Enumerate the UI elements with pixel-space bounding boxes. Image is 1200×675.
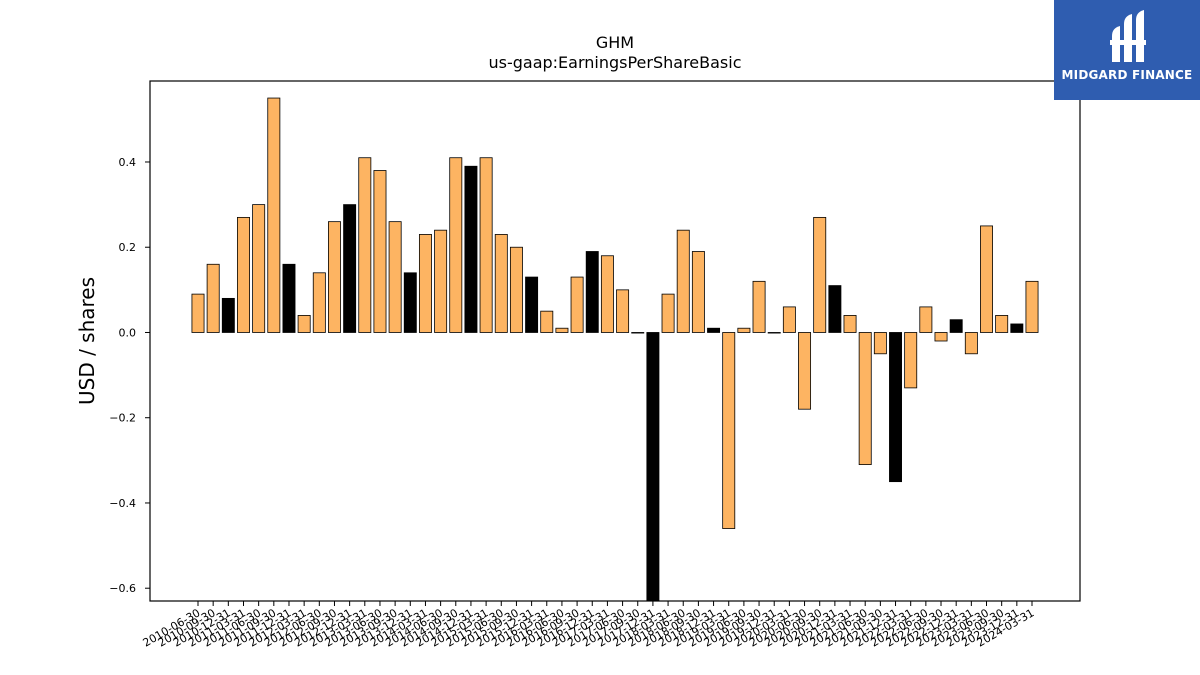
bar-2010-09-30 xyxy=(206,263,220,333)
bar-2019-12-31 xyxy=(767,332,781,334)
bar-2012-06-30 xyxy=(312,272,326,333)
bar-2018-12-31 xyxy=(707,327,721,333)
bar-2022-06-30 xyxy=(919,306,933,333)
bar-2018-06-30 xyxy=(676,229,690,333)
bar-2019-06-30 xyxy=(737,327,751,333)
bar-2010-06-30 xyxy=(191,293,205,333)
bar-2018-09-30 xyxy=(691,251,705,333)
bar-2012-12-31 xyxy=(343,204,357,333)
y-axis-label: USD / shares xyxy=(75,277,99,405)
y-tick-label: −0.4 xyxy=(109,497,136,510)
chart-subtitle: us-gaap:EarningsPerShareBasic xyxy=(488,53,741,72)
bar-2020-06-30 xyxy=(798,332,812,410)
bar-2017-12-31 xyxy=(646,332,660,602)
bar-2016-03-31 xyxy=(540,310,554,333)
bar-2013-09-30 xyxy=(388,221,402,333)
bar-2016-09-30 xyxy=(570,276,584,333)
bar-2023-12-31 xyxy=(1010,323,1024,333)
bar-2021-09-30 xyxy=(873,332,887,355)
bar-2024-03-31 xyxy=(1025,280,1039,333)
bar-2010-12-31 xyxy=(221,297,235,333)
x-axis-ticks: 2010-06-302010-09-302010-12-312011-03-31… xyxy=(141,601,1037,650)
bar-2017-06-30 xyxy=(616,289,630,333)
midgard-logo-icon xyxy=(1110,10,1146,62)
logo-text: MIDGARD FINANCE xyxy=(1061,68,1193,82)
y-tick-label: 0.2 xyxy=(119,241,137,254)
bar-2012-03-31 xyxy=(297,315,311,333)
bar-2011-03-31 xyxy=(237,216,250,333)
bar-2022-09-30 xyxy=(934,332,948,342)
bar-2015-09-30 xyxy=(509,246,523,333)
bar-2023-09-30 xyxy=(995,315,1009,333)
bar-2014-09-30 xyxy=(449,157,463,333)
bar-2019-09-30 xyxy=(752,280,766,333)
bar-2021-06-30 xyxy=(858,332,872,466)
y-tick-label: 0.4 xyxy=(119,156,137,169)
bar-2023-03-31 xyxy=(964,332,978,355)
chart-title: GHM xyxy=(596,33,634,52)
bar-2022-12-31 xyxy=(949,319,963,333)
y-tick-label: −0.2 xyxy=(109,412,136,425)
bar-2014-06-30 xyxy=(434,229,448,333)
bar-2014-03-31 xyxy=(418,234,432,333)
bar-2013-06-30 xyxy=(373,170,387,333)
bar-2021-12-31 xyxy=(889,332,902,483)
bar-2013-12-31 xyxy=(403,272,417,333)
bar-2011-09-30 xyxy=(267,97,281,333)
bar-2017-03-31 xyxy=(600,255,614,333)
bar-2020-09-30 xyxy=(813,216,827,333)
midgard-logo: MIDGARD FINANCE xyxy=(1054,0,1200,100)
y-tick-label: 0.0 xyxy=(119,326,137,339)
bar-2023-06-30 xyxy=(980,225,993,333)
bar-2014-12-31 xyxy=(464,165,478,333)
bar-2016-12-31 xyxy=(585,251,599,333)
bars-group xyxy=(191,97,1039,602)
y-tick-label: −0.6 xyxy=(109,582,136,595)
bar-2020-03-31 xyxy=(782,306,796,333)
plot-frame xyxy=(149,80,1081,602)
bar-2015-03-31 xyxy=(479,157,493,333)
bar-2022-03-31 xyxy=(904,332,918,389)
bar-2016-06-30 xyxy=(555,327,569,333)
bar-2013-03-31 xyxy=(358,157,372,333)
bar-2021-03-31 xyxy=(843,315,857,333)
bar-2018-03-31 xyxy=(661,293,675,333)
y-axis-ticks: −0.6 −0.4 −0.2 0.0 0.2 0.4 xyxy=(109,156,150,595)
bar-2011-06-30 xyxy=(252,204,266,333)
bar-2012-09-30 xyxy=(328,221,341,333)
bar-2015-06-30 xyxy=(494,234,508,333)
bar-2019-03-31 xyxy=(722,332,736,529)
bar-2020-12-31 xyxy=(828,285,842,333)
bar-2015-12-31 xyxy=(525,276,539,333)
bar-2011-12-31 xyxy=(282,263,296,333)
bar-2017-09-30 xyxy=(631,332,645,334)
